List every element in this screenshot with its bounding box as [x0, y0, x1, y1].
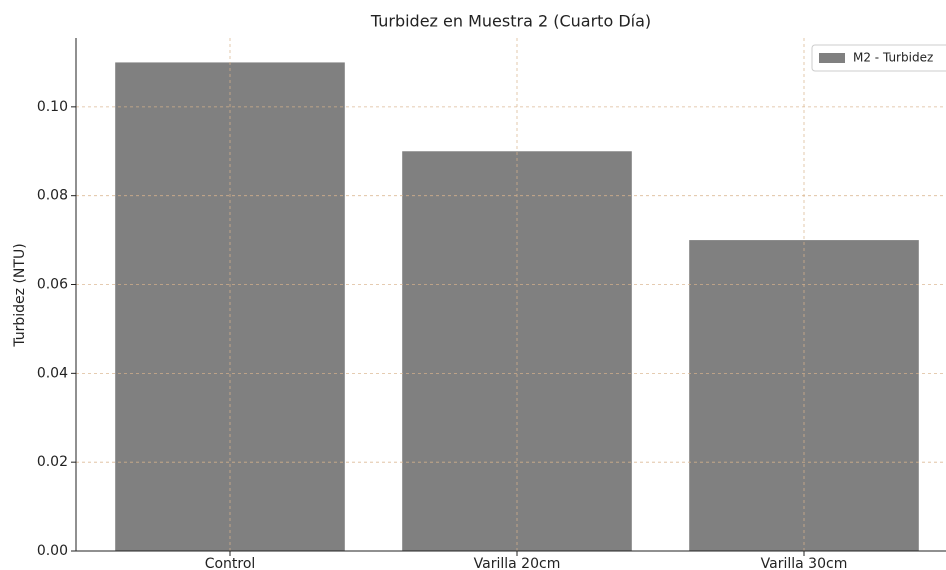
x-tick-label: Varilla 30cm — [761, 556, 848, 570]
legend-swatch — [819, 53, 845, 63]
y-tick-label: 0.04 — [37, 365, 68, 381]
y-tick-label: 0.06 — [37, 277, 68, 293]
bar — [115, 62, 345, 552]
x-tick-label: Control — [205, 556, 256, 570]
y-tick-label: 0.02 — [37, 454, 68, 470]
y-tick-label: 0.00 — [37, 543, 68, 559]
y-tick-label: 0.08 — [37, 188, 68, 204]
legend-box — [811, 44, 946, 72]
x-tick-label: Varilla 20cm — [474, 556, 561, 570]
y-tick-label: 0.10 — [37, 99, 68, 115]
legend-label: M2 - Turbidez — [853, 51, 933, 65]
y-axis-label: Turbidez (NTU) — [12, 243, 28, 347]
chart-title: Turbidez en Muestra 2 (Cuarto Día) — [370, 12, 651, 31]
